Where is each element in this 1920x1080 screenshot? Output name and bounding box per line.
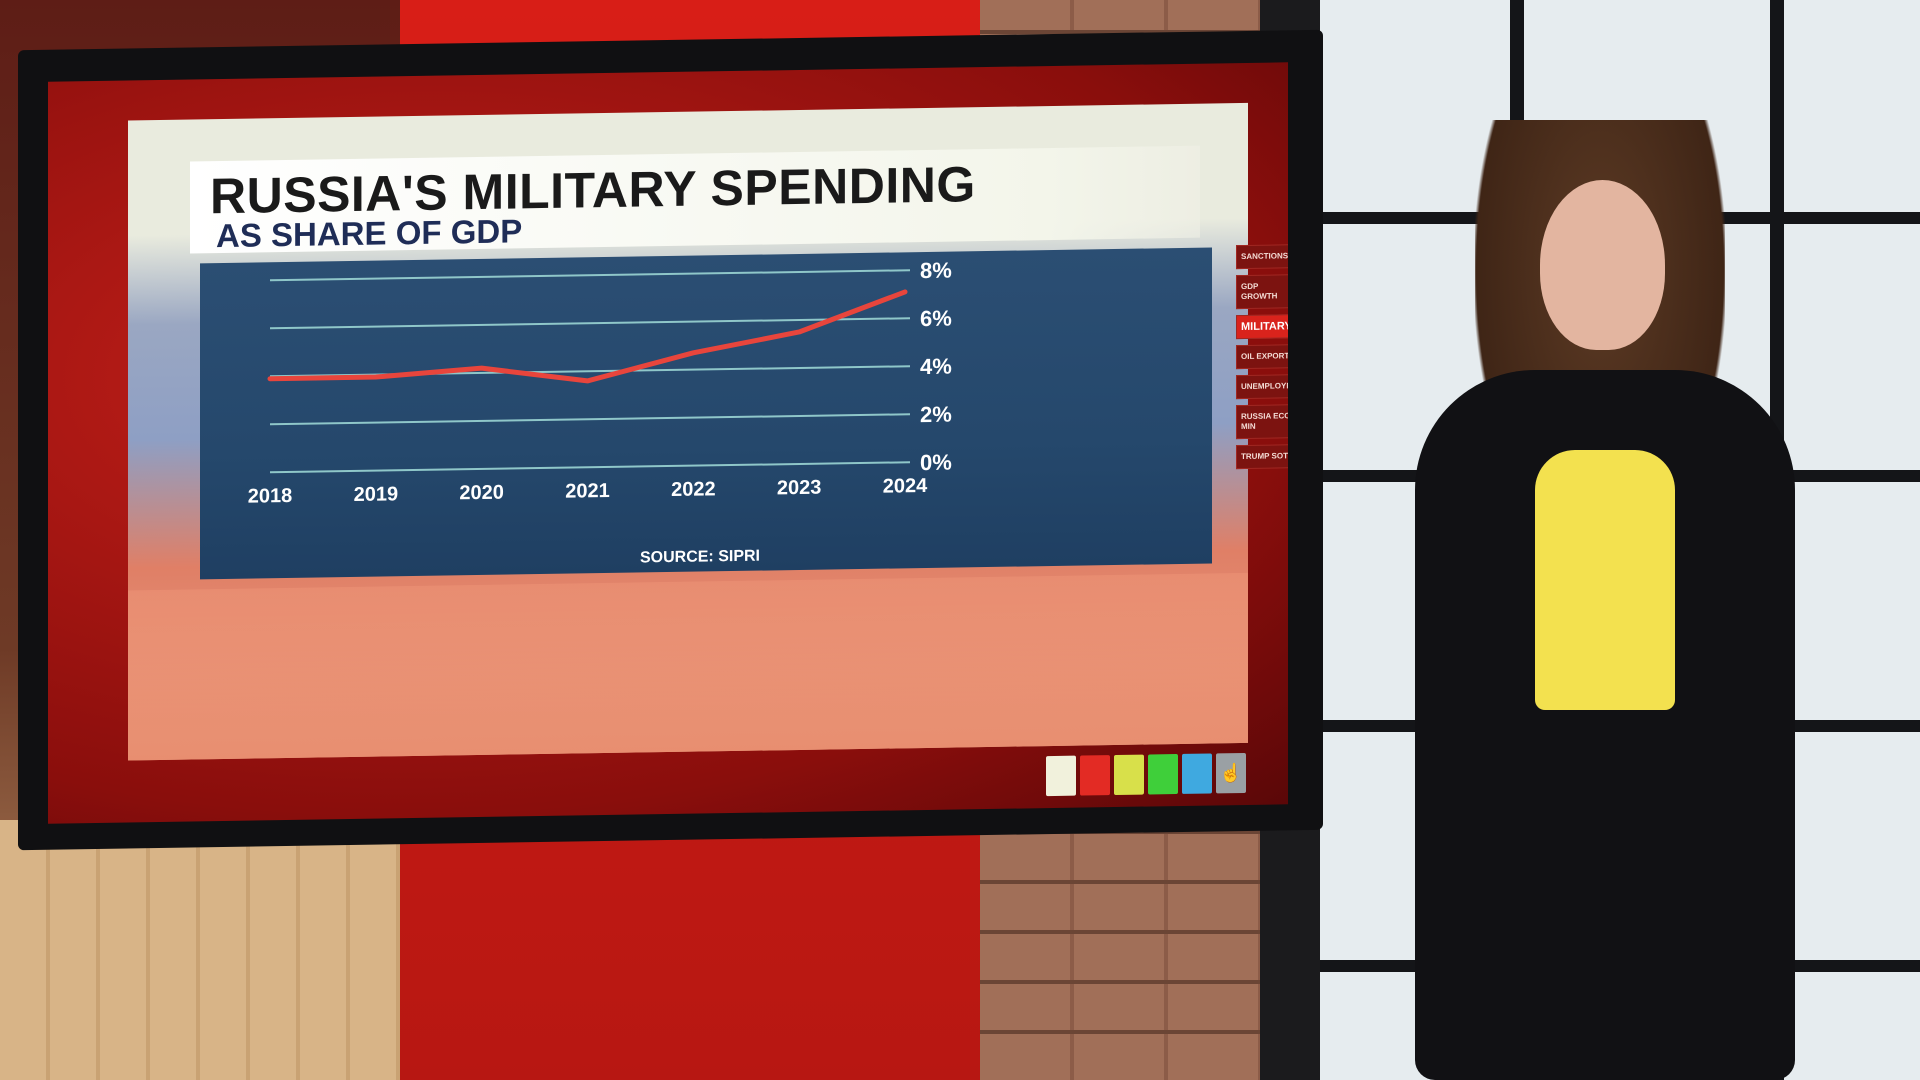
wood-panel bbox=[0, 820, 420, 1080]
x-tick-label: 2022 bbox=[671, 478, 715, 501]
menu-item-military[interactable]: MILITARY bbox=[1236, 314, 1288, 340]
x-tick-label: 2020 bbox=[459, 482, 503, 505]
grid-line bbox=[270, 461, 910, 474]
presenter-face bbox=[1540, 180, 1665, 350]
presenter-top bbox=[1535, 450, 1675, 710]
touchscreen-monitor: RUSSIA'S MILITARY SPENDING AS SHARE OF G… bbox=[18, 29, 1323, 851]
monitor-screen: RUSSIA'S MILITARY SPENDING AS SHARE OF G… bbox=[48, 62, 1288, 824]
x-tick-label: 2023 bbox=[777, 477, 821, 500]
topic-menu: SANCTIONS GDP GROWTH MILITARY OIL EXPORTS UN… bbox=[1236, 244, 1288, 475]
presenter bbox=[1385, 120, 1825, 1080]
menu-item-russia-eco-min[interactable]: RUSSIA ECO MIN bbox=[1236, 404, 1288, 440]
color-swatch[interactable] bbox=[1182, 753, 1212, 794]
x-tick-label: 2019 bbox=[354, 483, 398, 506]
y-tick-label: 0% bbox=[920, 450, 952, 475]
y-tick-label: 4% bbox=[920, 354, 952, 379]
source-label: SOURCE: SIPRI bbox=[640, 548, 760, 567]
line-chart: 0% 2% 4% 6% 8% 2018 2019 2020 2021 2022 2023 2024 … bbox=[200, 247, 1212, 580]
grid-line bbox=[270, 269, 910, 282]
grid-line bbox=[270, 317, 910, 330]
flag-overlay bbox=[128, 572, 1248, 761]
menu-item-trump-sot[interactable]: TRUMP SOT bbox=[1236, 444, 1288, 470]
menu-item-unemployment[interactable]: UNEMPLOYMENT bbox=[1236, 374, 1288, 400]
menu-item-gdp-growth[interactable]: GDP GROWTH bbox=[1236, 274, 1288, 310]
x-tick-label: 2018 bbox=[248, 485, 292, 508]
graphic-panel: RUSSIA'S MILITARY SPENDING AS SHARE OF G… bbox=[128, 102, 1248, 761]
color-swatches: ☝ bbox=[1046, 752, 1246, 797]
x-tick-label: 2024 bbox=[883, 475, 928, 498]
y-tick-label: 8% bbox=[920, 258, 952, 283]
chart-subtitle: AS SHARE OF GDP bbox=[216, 212, 523, 255]
grid-line bbox=[270, 413, 910, 426]
hand-pointer-icon[interactable]: ☝ bbox=[1216, 752, 1246, 794]
color-swatch[interactable] bbox=[1046, 755, 1076, 797]
y-tick-label: 6% bbox=[920, 306, 952, 331]
y-tick-label: 2% bbox=[920, 402, 952, 427]
menu-item-sanctions[interactable]: SANCTIONS bbox=[1236, 244, 1288, 270]
chart-svg: 0%2%4%6%8% 2018 2019 2020 2021 2022 2023 2024 … bbox=[248, 258, 952, 567]
menu-item-oil-exports[interactable]: OIL EXPORTS bbox=[1236, 344, 1288, 370]
color-swatch[interactable] bbox=[1114, 754, 1144, 796]
x-tick-label: 2021 bbox=[565, 480, 609, 503]
color-swatch[interactable] bbox=[1080, 755, 1110, 796]
title-box: RUSSIA'S MILITARY SPENDING AS SHARE OF G… bbox=[190, 145, 1200, 255]
color-swatch[interactable] bbox=[1148, 754, 1178, 795]
